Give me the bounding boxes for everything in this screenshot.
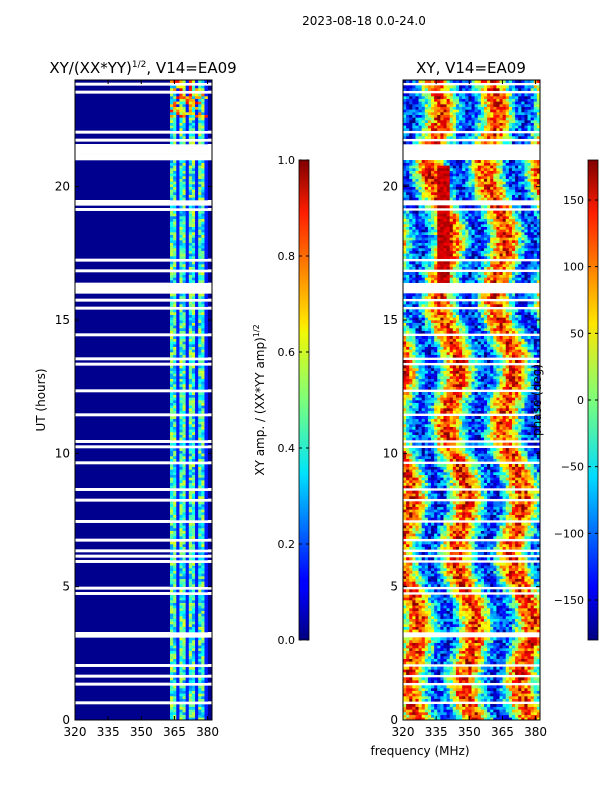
left-x-tick-label: 380 (196, 725, 219, 739)
left-colorbar-tick-label: 0.6 (278, 346, 296, 359)
left-colorbar-tick-label: 0.0 (278, 634, 296, 647)
right-colorbar-tick-label: −50 (561, 461, 584, 474)
right-y-tick-label: 15 (383, 313, 398, 327)
left-heatmap (75, 80, 212, 720)
left-y-tick-label: 20 (55, 180, 70, 194)
left-y-tick-label: 0 (62, 713, 70, 727)
right-x-tick-label: 365 (491, 725, 514, 739)
right-x-tick-label: 380 (524, 725, 547, 739)
right-colorbar-tick-label: 150 (563, 194, 584, 207)
right-y-tick-label: 0 (390, 713, 398, 727)
left-x-tick-label: 350 (130, 725, 153, 739)
right-colorbar-tick-label: 0 (577, 394, 584, 407)
right-x-tick-label: 320 (392, 725, 415, 739)
right-colorbar-tick-label: −100 (554, 527, 584, 540)
right-x-tick-label: 335 (425, 725, 448, 739)
right-y-tick-label: 10 (383, 446, 398, 460)
left-colorbar-tick-label: 1.0 (278, 154, 296, 167)
right-heatmap (403, 80, 540, 720)
right-plot-frame (402, 79, 541, 721)
right-colorbar-tick-label: 50 (570, 327, 584, 340)
left-x-tick-label: 335 (97, 725, 120, 739)
right-colorbar-tick-label: −150 (554, 594, 584, 607)
left-colorbar-label: XY amp. / (XX*YY amp)1/2 (252, 324, 267, 475)
right-colorbar-tick-label: 100 (563, 261, 584, 274)
left-y-tick-label: 5 (62, 580, 70, 594)
left-colorbar-tick-label: 0.4 (278, 442, 296, 455)
left-colorbar-tick-label: 0.8 (278, 250, 296, 263)
right-panel-title: XY, V14=EA09 (416, 59, 526, 77)
left-x-tick-label: 365 (163, 725, 186, 739)
left-x-tick-label: 320 (64, 725, 87, 739)
left-colorbar (298, 159, 310, 641)
right-y-tick-label: 20 (383, 180, 398, 194)
left-y-axis-label: UT (hours) (34, 368, 48, 431)
right-colorbar-label: phase (deg) (530, 364, 544, 436)
left-y-tick-label: 15 (55, 313, 70, 327)
left-panel-title: XY/(XX*YY)1/2, V14=EA09 (49, 59, 236, 77)
x-axis-label: frequency (MHz) (370, 744, 469, 758)
figure-title: 2023-08-18 0.0-24.0 (302, 14, 426, 28)
right-x-tick-label: 350 (458, 725, 481, 739)
right-y-tick-label: 5 (390, 580, 398, 594)
left-y-tick-label: 10 (55, 446, 70, 460)
left-colorbar-tick-label: 0.2 (278, 538, 296, 551)
left-plot-frame (74, 79, 213, 721)
